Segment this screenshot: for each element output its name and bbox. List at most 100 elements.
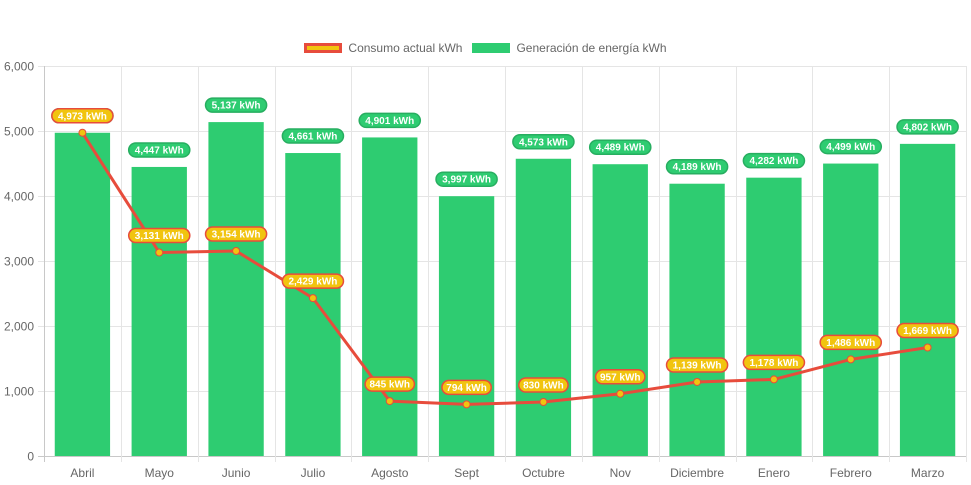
- data-label-text: 5,137 kWh: [212, 101, 261, 112]
- line-point: [693, 377, 702, 386]
- line-point: [308, 294, 317, 303]
- legend-item-consumo[interactable]: Consumo actual kWh: [304, 41, 462, 55]
- data-label-text: 830 kWh: [523, 381, 564, 392]
- data-label-text: 794 kWh: [446, 383, 487, 394]
- line-data-label: 830 kWh: [518, 377, 569, 393]
- y-tick-label: 6,000: [4, 60, 34, 74]
- x-tick-label: Junio: [222, 466, 251, 480]
- data-label-bg: [819, 334, 883, 351]
- bar-data-label: 4,189 kWh: [665, 158, 729, 175]
- data-label-text: 4,282 kWh: [749, 156, 798, 167]
- x-tick-label: Mayo: [145, 466, 175, 480]
- bar-data-label: 4,901 kWh: [358, 112, 422, 129]
- line-point: [155, 248, 164, 257]
- data-label-text: 4,901 kWh: [365, 116, 414, 127]
- bar-data-label: 4,573 kWh: [512, 134, 575, 150]
- y-tick-label: 0: [27, 450, 34, 464]
- x-tick-label: Marzo: [911, 466, 945, 480]
- bar: [208, 122, 264, 456]
- x-tick-label: Octubre: [522, 466, 565, 480]
- bar: [746, 177, 802, 457]
- line-point: [846, 355, 855, 364]
- data-label-text: 957 kWh: [600, 372, 641, 383]
- data-label-bg: [364, 376, 416, 392]
- line-data-label: 1,178 kWh: [742, 354, 806, 371]
- data-label-bg: [127, 227, 191, 244]
- data-label-bg: [127, 142, 191, 158]
- data-label-bg: [441, 379, 492, 396]
- legend-item-generacion[interactable]: Generación de energía kWh: [472, 41, 667, 55]
- data-label-bg: [588, 139, 652, 155]
- grid: [38, 66, 967, 462]
- data-label-text: 1,486 kWh: [826, 338, 875, 349]
- y-axis: 0 1,000 2,000 3,000 4,000 5,000 6,000: [4, 60, 34, 464]
- x-axis: Abril Mayo Junio Julio Agosto Sept Octubre Nov D…: [70, 466, 944, 480]
- line-point: [616, 389, 625, 398]
- legend-swatch-consumo: [304, 43, 343, 53]
- data-label-bg: [742, 354, 806, 371]
- line-series: [78, 128, 932, 409]
- data-label-text: 4,447 kWh: [135, 145, 184, 156]
- line-data-label: 4,973 kWh: [51, 108, 114, 124]
- line-data-label: 2,429 kWh: [281, 273, 345, 289]
- line-data-label: 1,669 kWh: [896, 322, 959, 339]
- bar-data-label: 4,499 kWh: [819, 138, 883, 155]
- x-tick-label: Sept: [454, 466, 479, 480]
- line-data-label: 957 kWh: [594, 369, 646, 385]
- x-tick-label: Enero: [758, 466, 790, 480]
- data-label-bg: [204, 97, 268, 113]
- data-label-text: 3,154 kWh: [212, 229, 261, 240]
- bar-data-label: 5,137 kWh: [204, 97, 268, 113]
- y-tick-label: 4,000: [4, 190, 34, 204]
- bar-data-label: 4,489 kWh: [588, 139, 652, 155]
- y-tick-label: 2,000: [4, 320, 34, 334]
- bar-data-label: 3,997 kWh: [435, 171, 498, 187]
- bar: [438, 196, 495, 456]
- legend: Consumo actual kWh Generación de energía…: [0, 41, 971, 55]
- line-data-label: 1,486 kWh: [819, 334, 883, 351]
- bar-series: [54, 122, 956, 457]
- line-point: [78, 128, 87, 137]
- bar: [362, 137, 418, 456]
- legend-label-generacion: Generación de energía kWh: [516, 41, 667, 55]
- y-tick-label: 5,000: [4, 125, 34, 139]
- bar: [54, 132, 111, 456]
- data-label-bg: [518, 377, 569, 393]
- bar: [592, 164, 648, 456]
- bar-data-label: 4,282 kWh: [742, 152, 806, 169]
- x-tick-label: Abril: [70, 466, 94, 480]
- data-labels: 4,973 kWh 4,447 kWh 5,137 kWh 4,661 kWh 4,90…: [51, 97, 959, 396]
- line-point: [385, 397, 394, 406]
- data-label-text: 4,189 kWh: [673, 162, 722, 173]
- bar-data-label: 4,661 kWh: [281, 128, 345, 144]
- data-label-text: 4,973 kWh: [58, 111, 107, 122]
- bar-data-label: 4,447 kWh: [127, 142, 191, 158]
- data-label-text: 3,997 kWh: [442, 175, 491, 186]
- x-tick-label: Julio: [301, 466, 326, 480]
- legend-swatch-generacion: [472, 43, 511, 53]
- data-label-text: 3,131 kWh: [135, 231, 184, 242]
- line-data-label: 794 kWh: [441, 379, 492, 396]
- data-label-text: 4,499 kWh: [826, 142, 875, 153]
- data-label-text: 845 kWh: [369, 380, 410, 391]
- data-label-bg: [435, 171, 498, 187]
- line-point: [923, 343, 932, 352]
- y-tick-label: 1,000: [4, 385, 34, 399]
- data-label-bg: [819, 138, 883, 155]
- data-label-text: 4,661 kWh: [288, 132, 337, 143]
- data-label-bg: [665, 158, 729, 175]
- y-tick-label: 3,000: [4, 255, 34, 269]
- data-label-text: 1,178 kWh: [749, 358, 798, 369]
- data-label-bg: [896, 322, 959, 339]
- data-label-bg: [512, 134, 575, 150]
- x-tick-label: Nov: [610, 466, 631, 480]
- data-label-text: 4,573 kWh: [519, 137, 568, 148]
- bar: [823, 163, 879, 456]
- bar: [669, 183, 725, 456]
- bar: [515, 158, 572, 456]
- line-point: [232, 246, 241, 255]
- x-tick-label: Diciembre: [670, 466, 724, 480]
- bar: [131, 166, 187, 456]
- data-label-text: 4,489 kWh: [596, 143, 645, 154]
